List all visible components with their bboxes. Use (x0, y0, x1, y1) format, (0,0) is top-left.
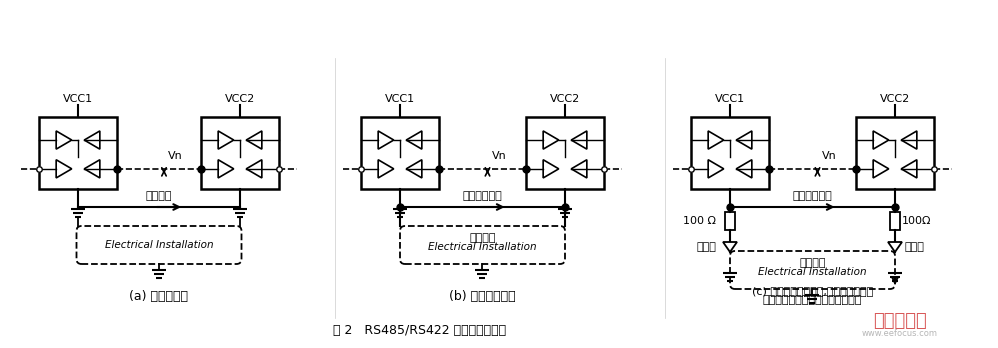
Text: 电子工程师: 电子工程师 (873, 312, 927, 330)
Text: Electrical Installation: Electrical Installation (428, 242, 537, 252)
Polygon shape (709, 160, 724, 178)
Bar (39, 117, 117, 189)
Polygon shape (737, 131, 751, 149)
FancyBboxPatch shape (400, 226, 565, 264)
Polygon shape (873, 131, 889, 149)
Text: 接地回路: 接地回路 (469, 233, 496, 243)
Polygon shape (543, 160, 559, 178)
Polygon shape (901, 131, 917, 149)
Polygon shape (378, 131, 394, 149)
Bar (526, 117, 604, 189)
Polygon shape (56, 131, 72, 149)
Bar (890, 212, 900, 230)
Polygon shape (737, 160, 751, 178)
Polygon shape (84, 160, 100, 178)
Text: 存在使电路对噪声灵敏度非常敏感: 存在使电路对噪声灵敏度非常敏感 (762, 295, 862, 305)
Text: Electrical Installation: Electrical Installation (105, 240, 214, 250)
Text: VCC2: VCC2 (880, 94, 910, 104)
Polygon shape (219, 160, 234, 178)
Text: www.eefocus.com: www.eefocus.com (862, 330, 938, 339)
Text: 信号地: 信号地 (905, 242, 925, 252)
Bar (691, 117, 769, 189)
Polygon shape (247, 131, 261, 149)
Text: (c) 虽然减小回路电流,然而大地回路的: (c) 虽然减小回路电流,然而大地回路的 (751, 286, 873, 296)
Polygon shape (571, 131, 587, 149)
FancyBboxPatch shape (77, 226, 242, 264)
Polygon shape (406, 131, 422, 149)
Text: 100 Ω: 100 Ω (683, 216, 716, 226)
Text: VCC2: VCC2 (550, 94, 580, 104)
Text: (a) 高地电位差: (a) 高地电位差 (130, 290, 189, 302)
Polygon shape (84, 131, 100, 149)
Text: 高地回路电流: 高地回路电流 (463, 191, 502, 201)
Text: Vn: Vn (821, 151, 836, 161)
Text: VCC2: VCC2 (225, 94, 255, 104)
Polygon shape (219, 131, 234, 149)
Text: (b) 高地回路电流: (b) 高地回路电流 (449, 290, 516, 302)
Polygon shape (888, 242, 902, 252)
Polygon shape (56, 160, 72, 178)
Text: Electrical Installation: Electrical Installation (758, 267, 867, 277)
Polygon shape (406, 160, 422, 178)
Text: 信号地: 信号地 (697, 242, 716, 252)
Polygon shape (873, 160, 889, 178)
Polygon shape (723, 242, 737, 252)
Bar (856, 117, 934, 189)
Text: 100Ω: 100Ω (902, 216, 931, 226)
Text: VCC1: VCC1 (715, 94, 746, 104)
Text: VCC1: VCC1 (63, 94, 93, 104)
Polygon shape (378, 160, 394, 178)
Polygon shape (247, 160, 261, 178)
Bar (201, 117, 279, 189)
FancyBboxPatch shape (730, 251, 895, 289)
Polygon shape (543, 131, 559, 149)
Polygon shape (709, 131, 724, 149)
Bar (725, 212, 735, 230)
Polygon shape (901, 160, 917, 178)
Text: Vn: Vn (168, 151, 183, 161)
Polygon shape (571, 160, 587, 178)
Bar (361, 117, 439, 189)
Text: 接地回路: 接地回路 (799, 258, 825, 268)
Text: 图 2   RS485/RS422 通信的一般设计: 图 2 RS485/RS422 通信的一般设计 (333, 324, 507, 337)
Text: 地电位差: 地电位差 (146, 191, 173, 201)
Text: 低地回路电流: 低地回路电流 (792, 191, 832, 201)
Text: Vn: Vn (491, 151, 506, 161)
Text: VCC1: VCC1 (385, 94, 415, 104)
